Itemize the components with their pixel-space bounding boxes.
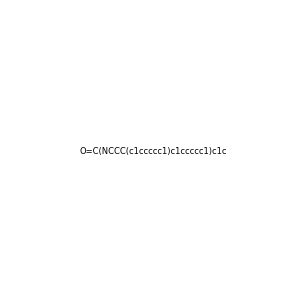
Text: O=C(NCCC(c1ccccc1)c1ccccc1)c1c: O=C(NCCC(c1ccccc1)c1ccccc1)c1c <box>80 147 227 156</box>
